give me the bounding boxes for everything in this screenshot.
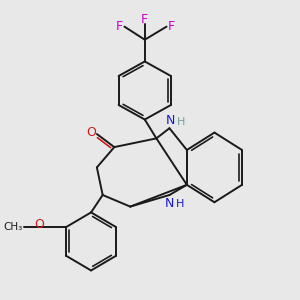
Text: F: F [141, 13, 148, 26]
Text: N: N [165, 197, 174, 210]
Text: CH₃: CH₃ [4, 222, 23, 232]
Text: H: H [176, 199, 184, 209]
Text: F: F [168, 20, 175, 33]
Text: N: N [166, 114, 176, 128]
Text: O: O [87, 126, 97, 139]
Text: O: O [34, 218, 44, 230]
Text: F: F [116, 20, 123, 33]
Text: H: H [177, 117, 185, 127]
